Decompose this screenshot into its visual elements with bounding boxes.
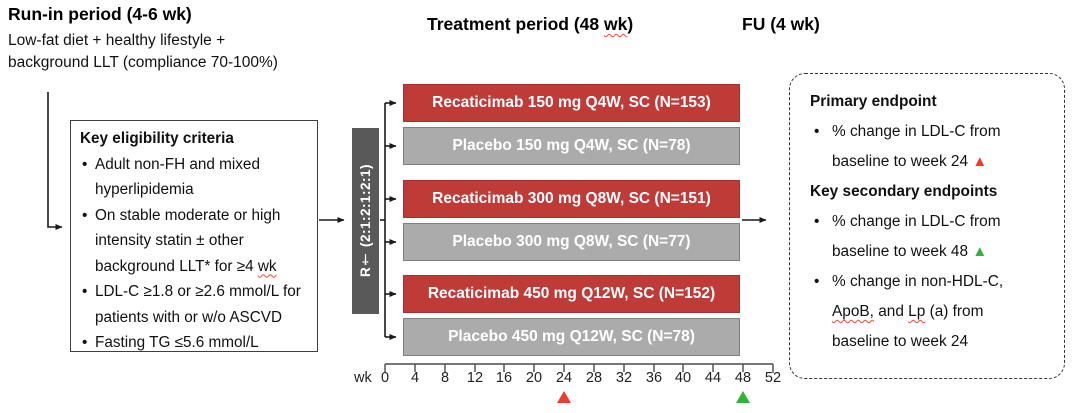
secondary-endpoint-2-lp: Lp xyxy=(908,303,926,320)
arm-bar-recaticimab-450mg-q12w: Recaticimab 450 mg Q12W, SC (N=152) xyxy=(403,275,740,313)
secondary-endpoint-2-apob: ApoB, xyxy=(832,303,874,320)
arm-bar-placebo-150mg-q4w: Placebo 150 mg Q4W, SC (N=78) xyxy=(403,127,740,165)
week-tick-20: 20 xyxy=(525,370,543,386)
bullet-icon: • xyxy=(82,334,88,351)
week-tick-52: 52 xyxy=(764,370,782,386)
runin-period-title: Run-in period (4-6 wk) xyxy=(8,4,192,24)
week-tick-0: 0 xyxy=(380,370,390,386)
treatment-title-text: Treatment period (48 xyxy=(427,14,604,34)
secondary-endpoint-bullet-2: • % change in non-HDL-C, ApoB, and Lp (a… xyxy=(810,267,1050,357)
week-tick-8: 8 xyxy=(440,370,450,386)
eligibility-bullet-1: • Adult non-FH and mixed hyperlipidemia xyxy=(80,152,311,203)
secondary-endpoint-2-text: % change in non-HDL-C, ApoB, and Lp (a) … xyxy=(832,273,1003,350)
secondary-endpoint-bullet-1: • % change in LDL-C from baseline to wee… xyxy=(810,207,1050,267)
treatment-period-title: Treatment period (48 wk) xyxy=(427,14,633,35)
week-tick-44: 44 xyxy=(704,370,722,386)
week-axis-unit-label: wk xyxy=(354,370,372,386)
secondary-endpoint-1-text-body: % change in LDL-C from baseline to week … xyxy=(832,213,1001,260)
endpoints-box: Primary endpoint • % change in LDL-C fro… xyxy=(789,73,1065,379)
week-tick-48: 48 xyxy=(734,370,752,386)
eligibility-bullet-2-pre: On stable moderate or high intensity sta… xyxy=(95,206,281,275)
arm-bar-recaticimab-150mg-q4w: Recaticimab 150 mg Q4W, SC (N=153) xyxy=(403,84,740,122)
runin-desc-line1: Low-fat diet + healthy lifestyle + xyxy=(8,32,226,49)
eligibility-bullet-2: • On stable moderate or high intensity s… xyxy=(80,203,311,280)
arm-bar-recaticimab-300mg-q8w: Recaticimab 300 mg Q8W, SC (N=151) xyxy=(403,180,740,218)
treatment-title-wk: wk xyxy=(604,14,628,34)
week-tick-40: 40 xyxy=(674,370,692,386)
bullet-icon: • xyxy=(814,123,820,140)
primary-endpoint-bullet: • % change in LDL-C from baseline to wee… xyxy=(810,117,1050,177)
eligibility-bullet-4: • Fasting TG ≤5.6 mmol/L xyxy=(80,330,311,356)
primary-endpoint-week24-marker-icon xyxy=(557,391,571,403)
secondary-endpoint-2-post: (a) from baseline to week 24 xyxy=(832,303,984,350)
arm-bar-placebo-300mg-q8w: Placebo 300 mg Q8W, SC (N=77) xyxy=(403,223,740,261)
bullet-icon: • xyxy=(82,283,88,300)
randomization-label: R† (2:1:2:1:2:1) xyxy=(358,164,373,278)
red-triangle-icon: ▲ xyxy=(972,153,988,170)
secondary-endpoints-title: Key secondary endpoints xyxy=(810,183,998,200)
week-tick-32: 32 xyxy=(615,370,633,386)
eligibility-bullet-1-text: Adult non-FH and mixed hyperlipidemia xyxy=(95,155,260,199)
week-tick-24: 24 xyxy=(555,370,573,386)
followup-period-title: FU (4 wk) xyxy=(742,14,820,34)
runin-period-description: Low-fat diet + healthy lifestyle + backg… xyxy=(8,30,278,74)
secondary-endpoint-2-mid: and xyxy=(873,303,909,320)
bullet-icon: • xyxy=(814,273,820,290)
week-tick-4: 4 xyxy=(410,370,420,386)
eligibility-title: Key eligibility criteria xyxy=(80,130,234,147)
bullet-icon: • xyxy=(82,206,88,224)
primary-endpoint-title: Primary endpoint xyxy=(810,93,937,110)
runin-to-eligibility-arrow xyxy=(47,92,63,230)
secondary-endpoint-week48-marker-icon xyxy=(736,391,750,403)
eligibility-bullet-3-text: LDL-C ≥1.8 or ≥2.6 mmol/L for patients w… xyxy=(95,283,301,326)
week-tick-16: 16 xyxy=(495,370,513,386)
treatment-title-paren: ) xyxy=(627,14,634,34)
primary-endpoint-text-body: % change in LDL-C from baseline to week … xyxy=(832,123,1001,170)
primary-endpoint-text: % change in LDL-C from baseline to week … xyxy=(832,123,1001,170)
week-tick-36: 36 xyxy=(645,370,663,386)
eligibility-bullet-3: • LDL-C ≥1.8 or ≥2.6 mmol/L for patients… xyxy=(80,279,311,330)
bullet-icon: • xyxy=(814,213,820,230)
secondary-endpoint-2-pre: % change in non-HDL-C, xyxy=(832,273,1004,290)
eligibility-criteria-box: Key eligibility criteria • Adult non-FH … xyxy=(70,120,318,352)
bullet-icon: • xyxy=(82,155,88,173)
runin-desc-line2: background LLT (compliance 70-100%) xyxy=(8,54,278,71)
arm-bar-placebo-450mg-q12w: Placebo 450 mg Q12W, SC (N=78) xyxy=(403,318,740,356)
green-triangle-icon: ▲ xyxy=(972,243,988,260)
week-tick-28: 28 xyxy=(585,370,603,386)
secondary-endpoint-1-text: % change in LDL-C from baseline to week … xyxy=(832,213,1001,260)
week-tick-12: 12 xyxy=(466,370,484,386)
eligibility-bullet-2-text: On stable moderate or high intensity sta… xyxy=(95,207,280,275)
randomization-bar: R† (2:1:2:1:2:1) xyxy=(352,128,379,314)
eligibility-bullet-4-text: Fasting TG ≤5.6 mmol/L xyxy=(95,334,259,351)
eligibility-bullet-2-wk: wk xyxy=(257,257,277,275)
